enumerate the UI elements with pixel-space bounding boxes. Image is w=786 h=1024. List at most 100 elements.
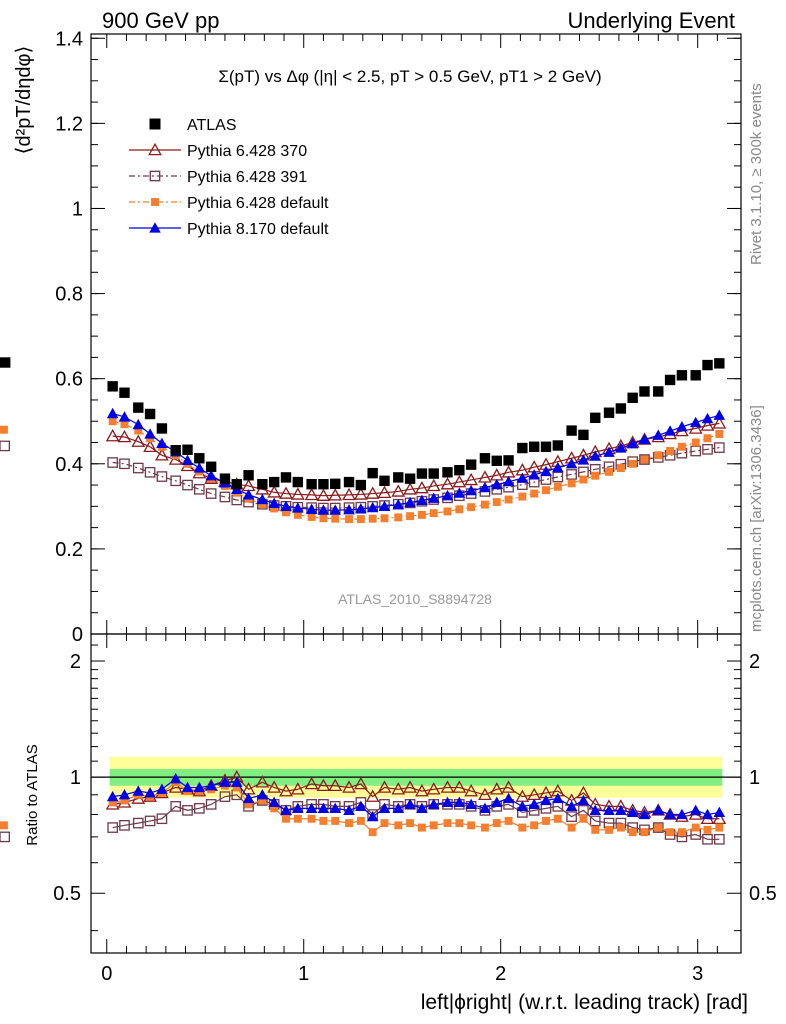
- ratio-point-3-47: [689, 804, 702, 815]
- ratio-point-1-4: [156, 813, 168, 825]
- main-point-2-9: [219, 491, 231, 503]
- ratio-point-1-39: [589, 815, 601, 827]
- main-point-0-29: [465, 459, 477, 470]
- main-point-1-13: [267, 485, 282, 498]
- main-point-0-46: [676, 370, 688, 381]
- main-point-3-33: [518, 492, 527, 501]
- header-right: Underlying Event: [567, 8, 735, 33]
- main-point-3-21: [368, 514, 377, 523]
- ratio-point-1-3: [144, 815, 156, 827]
- main-point-3-15: [293, 510, 302, 519]
- main-ytick-label-4: 0.8: [55, 284, 83, 306]
- analysis-watermark: ATLAS_2010_S8894728: [338, 591, 492, 607]
- legend-label-1: Pythia 6.428 370: [187, 143, 307, 160]
- ratio-point-3-3: [144, 787, 156, 798]
- main-point-1-49: [712, 416, 727, 429]
- ratio-point-2-27: [443, 819, 452, 828]
- main-point-3-44: [654, 451, 663, 460]
- main-point-1-19: [342, 487, 356, 501]
- ratio-point-3-1: [118, 789, 131, 800]
- main-point-1-1: [117, 429, 132, 443]
- main-point-0-23: [393, 472, 404, 483]
- ratio-point-0-25: [415, 783, 429, 797]
- main-point-4-23: [392, 498, 405, 510]
- main-ytick-label-5: 1: [72, 198, 83, 220]
- ratio-ytick-label-right-1: 1: [749, 767, 760, 789]
- ratio-point-2-11: [244, 800, 253, 809]
- ratio-point-3-12: [256, 789, 269, 800]
- ratio-point-2-22: [380, 819, 389, 828]
- ratio-point-0-27: [440, 780, 455, 793]
- ratio-point-2-30: [480, 823, 489, 832]
- main-point-0-5: [170, 444, 181, 456]
- main-point-0-12: [257, 479, 268, 490]
- main-point-0-47: [690, 370, 701, 381]
- main-point-3-38: [579, 475, 588, 484]
- main-point-3-1: [120, 420, 129, 429]
- main-point-4-27: [441, 489, 454, 501]
- main-point-4-32: [502, 475, 515, 487]
- ratio-point-2-17: [319, 816, 328, 825]
- main-point-0-49: [714, 358, 725, 369]
- main-point-0-27: [442, 467, 453, 478]
- main-point-3-48: [703, 434, 712, 443]
- main-point-0-42: [627, 392, 638, 404]
- main-point-4-37: [565, 458, 578, 469]
- ratio-point-3-29: [465, 798, 477, 809]
- ratio-point-2-45: [666, 828, 675, 837]
- main-point-4-48: [701, 412, 714, 424]
- main-point-0-30: [479, 453, 491, 464]
- main-point-0-0: [107, 381, 118, 392]
- main-point-3-17: [319, 514, 328, 523]
- ratio-ylabel: Ratio to ATLAS: [24, 744, 41, 845]
- ratio-point-3-22: [378, 802, 391, 813]
- main-point-3-47: [691, 438, 700, 447]
- main-point-1-29: [464, 472, 479, 486]
- ratio-point-2-15: [293, 814, 302, 823]
- main-point-4-33: [516, 472, 529, 483]
- main-point-3-13: [270, 504, 279, 513]
- main-ylabel: ⟨d²pT/dηdφ⟩: [13, 46, 35, 155]
- main-point-3-19: [345, 515, 353, 524]
- main-point-0-6: [182, 444, 193, 455]
- main-point-3-18: [331, 514, 340, 523]
- main-point-4-4: [156, 437, 168, 448]
- main-point-3-16: [307, 513, 316, 521]
- legend-label-3: Pythia 6.428 default: [187, 195, 329, 212]
- main-point-3-25: [417, 510, 426, 519]
- main-point-3-2: [134, 426, 143, 435]
- ratio-point-0-22: [377, 780, 392, 793]
- main-series-line-2: [112, 447, 720, 509]
- ratio-point-3-23: [392, 802, 405, 813]
- main-series-0: [0, 357, 725, 491]
- main-point-2-1: [119, 458, 130, 470]
- ratio-point-2-34: [530, 821, 539, 830]
- main-point-3-22: [380, 514, 389, 523]
- ratio-ytick-label-right-0: 0.5: [749, 883, 777, 905]
- main-point-0-36: [552, 440, 564, 451]
- ratio-point-2-16: [307, 814, 316, 823]
- main-point-4-29: [465, 484, 477, 496]
- main-point-4-43: [638, 433, 651, 445]
- main-ytick-label-1: 0.2: [55, 539, 83, 561]
- ratio-point-3-39: [589, 804, 602, 815]
- main-ytick-label-6: 1.2: [55, 113, 83, 135]
- ratio-point-1-44: [652, 822, 664, 833]
- main-point-4-44: [652, 429, 665, 440]
- main-point-1-4: [155, 448, 169, 461]
- main-point-4-2: [132, 418, 145, 430]
- ratio-point-1-7: [194, 803, 205, 814]
- ratio-point-2-41: [616, 823, 625, 832]
- main-point-4-26: [427, 492, 440, 503]
- main-point-0-7: [194, 453, 205, 464]
- main-point-3-27: [443, 507, 452, 516]
- main-point-0-43: [639, 386, 650, 397]
- main-point-0-24: [404, 473, 416, 484]
- main-point-4-19: [343, 503, 355, 515]
- ratio-point-0-31: [489, 782, 504, 795]
- ratio-point-1-5: [170, 801, 182, 812]
- ratio-point-3-37: [565, 800, 578, 811]
- ratio-point-2-1: [120, 796, 129, 805]
- main-series-2: [0, 440, 725, 514]
- main-point-0-39: [590, 412, 601, 424]
